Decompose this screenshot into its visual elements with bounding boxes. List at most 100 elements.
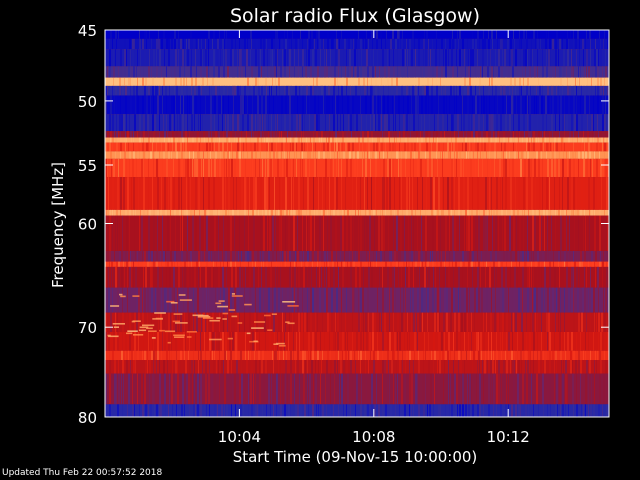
texture-streak: [115, 30, 117, 39]
texture-streak: [124, 137, 126, 143]
texture-streak: [418, 49, 420, 67]
texture-streak: [212, 312, 214, 332]
texture-streak: [511, 95, 513, 115]
texture-streak: [458, 287, 459, 313]
texture-streak: [427, 404, 428, 417]
texture-streak: [291, 131, 293, 138]
texture-streak: [300, 209, 302, 216]
texture-streak: [572, 137, 573, 143]
texture-streak: [206, 261, 208, 267]
texture-streak: [495, 215, 497, 251]
texture-streak: [281, 177, 282, 210]
texture-streak: [424, 85, 426, 96]
texture-streak: [249, 85, 251, 96]
texture-streak: [467, 266, 468, 288]
texture-streak: [275, 114, 276, 132]
texture-streak: [151, 209, 153, 216]
texture-streak: [209, 215, 210, 251]
texture-streak: [342, 142, 343, 152]
texture-streak: [157, 331, 159, 351]
texture-streak: [388, 131, 390, 138]
texture-streak: [390, 404, 392, 417]
texture-streak: [187, 266, 189, 288]
texture-streak: [308, 77, 309, 86]
texture-streak: [501, 66, 503, 78]
texture-streak: [418, 350, 419, 360]
texture-streak: [399, 331, 401, 351]
texture-streak: [535, 38, 536, 50]
texture-streak: [512, 287, 513, 313]
texture-streak: [502, 331, 503, 351]
texture-streak: [381, 261, 383, 267]
texture-streak: [562, 261, 564, 267]
texture-streak: [245, 250, 247, 262]
texture-streak: [463, 137, 465, 143]
texture-streak: [603, 373, 605, 405]
texture-streak: [411, 373, 413, 405]
texture-streak: [395, 287, 396, 313]
texture-streak: [550, 404, 551, 417]
texture-streak: [523, 30, 525, 39]
texture-streak: [282, 373, 284, 405]
texture-streak: [137, 250, 138, 262]
texture-streak: [171, 66, 172, 78]
texture-streak: [325, 177, 326, 210]
texture-streak: [297, 287, 299, 313]
texture-streak: [526, 30, 527, 39]
burst-speckle: [237, 322, 243, 324]
texture-streak: [336, 137, 337, 143]
texture-streak: [505, 350, 506, 360]
texture-streak: [373, 49, 374, 67]
texture-streak: [226, 404, 228, 417]
texture-streak: [376, 250, 377, 262]
texture-streak: [248, 404, 249, 417]
texture-streak: [244, 312, 245, 332]
texture-streak: [188, 66, 190, 78]
texture-streak: [218, 250, 219, 262]
texture-streak: [191, 85, 192, 96]
burst-speckle: [202, 317, 214, 319]
texture-streak: [192, 158, 193, 178]
texture-streak: [366, 250, 367, 262]
texture-streak: [554, 266, 556, 288]
texture-streak: [347, 261, 348, 267]
texture-streak: [383, 158, 385, 178]
texture-streak: [408, 266, 410, 288]
texture-streak: [438, 404, 440, 417]
texture-streak: [338, 350, 339, 360]
texture-streak: [315, 312, 316, 332]
texture-streak: [220, 287, 221, 313]
texture-streak: [284, 85, 285, 96]
texture-streak: [595, 350, 596, 360]
texture-streak: [417, 30, 418, 39]
texture-streak: [105, 287, 107, 313]
texture-streak: [249, 312, 251, 332]
texture-streak: [285, 261, 286, 267]
texture-streak: [347, 312, 348, 332]
texture-streak: [460, 373, 461, 405]
texture-streak: [182, 215, 183, 251]
texture-streak: [263, 373, 265, 405]
texture-streak: [156, 38, 158, 50]
texture-streak: [168, 404, 169, 417]
texture-streak: [541, 287, 543, 313]
texture-streak: [117, 287, 119, 313]
texture-streak: [358, 350, 359, 360]
texture-streak: [153, 331, 154, 351]
texture-streak: [237, 95, 238, 115]
texture-streak: [164, 331, 166, 351]
texture-streak: [413, 266, 414, 288]
texture-streak: [526, 85, 528, 96]
texture-streak: [502, 215, 503, 251]
texture-streak: [226, 30, 227, 39]
texture-streak: [302, 151, 303, 159]
texture-streak: [161, 287, 162, 313]
texture-streak: [347, 177, 348, 210]
texture-streak: [397, 66, 398, 78]
texture-streak: [304, 77, 306, 86]
texture-streak: [420, 66, 422, 78]
texture-streak: [280, 30, 281, 39]
texture-streak: [450, 151, 451, 159]
texture-streak: [546, 114, 547, 132]
texture-streak: [573, 404, 574, 417]
